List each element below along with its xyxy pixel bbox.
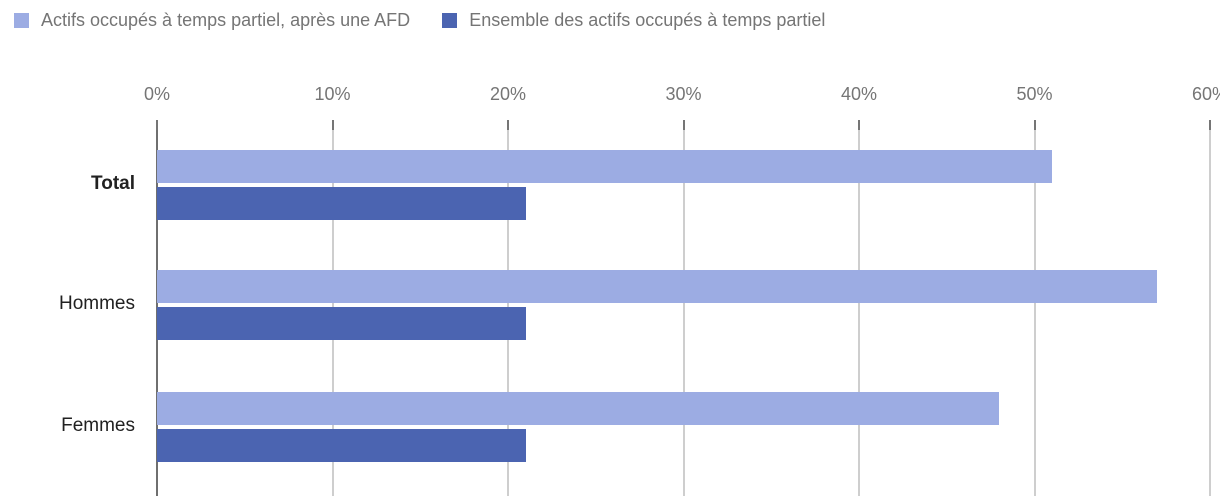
x-axis: 0% 10% 20% 30% 40% 50% 60%	[144, 84, 1220, 130]
legend-label: Actifs occupés à temps partiel, après un…	[41, 10, 411, 30]
x-axis-tick-mark	[156, 120, 158, 130]
x-axis-tick-mark	[331, 120, 334, 130]
legend-item-afd: Actifs occupés à temps partiel, après un…	[14, 10, 410, 31]
bar-total-series-0	[157, 150, 1053, 183]
gridline	[1034, 130, 1035, 496]
gridline	[858, 130, 860, 496]
plot-area	[156, 130, 1211, 496]
x-axis-tick-mark	[1209, 120, 1211, 130]
bar-group-hommes	[157, 270, 1210, 344]
legend-swatch-icon	[442, 13, 458, 28]
bar-hommes-series-1	[157, 307, 526, 340]
category-label: Hommes	[58, 293, 135, 314]
x-axis-tick-label: 20%	[489, 84, 527, 104]
x-axis-tick-label: 50%	[1016, 84, 1053, 104]
legend-swatch-icon	[14, 13, 29, 28]
bar-femmes-series-0	[157, 392, 1000, 425]
category-label: Femmes	[61, 415, 135, 436]
x-axis-tick-label: 0%	[143, 84, 171, 104]
gridline	[1209, 130, 1211, 496]
x-axis-tick-mark	[1033, 120, 1036, 130]
x-axis-tick-label: 60%	[1191, 84, 1220, 104]
x-axis-tick-mark	[858, 120, 860, 130]
bar-group-total	[157, 150, 1210, 224]
x-axis-tick-label: 40%	[840, 84, 878, 104]
x-axis-tick-mark	[682, 120, 685, 130]
legend-item-ensemble: Ensemble des actifs occupés à temps part…	[442, 10, 825, 31]
bar-femmes-series-1	[157, 429, 526, 462]
x-axis-tick-label: 30%	[665, 84, 702, 104]
bar-total-series-1	[157, 187, 526, 220]
gridline	[683, 130, 684, 496]
legend: Actifs occupés à temps partiel, après un…	[14, 10, 857, 31]
bar-hommes-series-0	[157, 270, 1158, 303]
x-axis-tick-mark	[507, 120, 509, 130]
bar-group-femmes	[157, 392, 1210, 466]
legend-label: Ensemble des actifs occupés à temps part…	[469, 10, 826, 30]
x-axis-tick-label: 10%	[314, 84, 351, 104]
category-label: Total	[91, 173, 135, 194]
